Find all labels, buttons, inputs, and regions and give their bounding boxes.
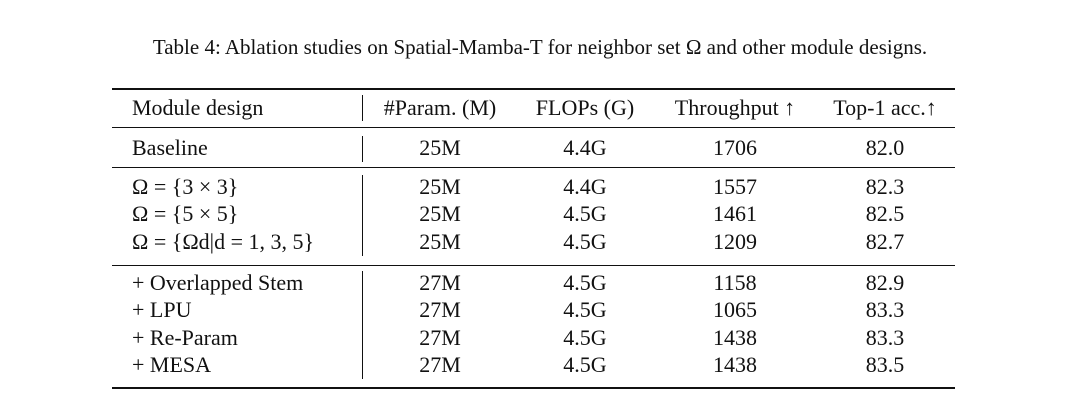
table-cell: 1209 — [713, 228, 757, 254]
table-cell: 4.5G — [563, 201, 607, 227]
table-cell: 25M — [419, 228, 461, 254]
rule-group — [112, 167, 955, 168]
table-cell: 82.3 — [865, 174, 905, 199]
table-cell: 82.5 — [865, 201, 905, 227]
table-cell: 1706 — [713, 135, 757, 160]
table-cell: 4.5G — [563, 228, 607, 254]
column-separator — [362, 136, 363, 162]
caption: Table 4: Ablation studies on Spatial-Mam… — [152, 35, 928, 59]
table-cell: 4.4G — [563, 174, 607, 199]
table-cell: 4.5G — [563, 324, 607, 350]
table-cell: 4.5G — [563, 297, 607, 323]
header-cell: Top-1 acc.↑ — [833, 95, 937, 120]
column-separator — [362, 271, 363, 379]
table-cell: 27M — [419, 351, 461, 377]
table-cell: 1158 — [713, 270, 757, 295]
table-cell: 1557 — [713, 174, 757, 199]
row-label: + MESA — [132, 351, 212, 377]
header-cell: FLOPs (G) — [535, 95, 635, 120]
table-cell: 4.5G — [563, 351, 607, 377]
row-label: + Overlapped Stem — [132, 270, 304, 295]
table-cell: 25M — [419, 201, 461, 227]
rule-top — [112, 88, 955, 90]
row-label: + LPU — [132, 297, 192, 323]
table-cell: 1065 — [713, 297, 757, 323]
table-cell: 1438 — [713, 351, 757, 377]
table-cell: 27M — [419, 297, 461, 323]
table-cell: 83.3 — [865, 324, 905, 350]
row-label: Ω = {3 × 3} — [132, 174, 239, 199]
table-cell: 1438 — [713, 324, 757, 350]
rule-group — [112, 265, 955, 266]
header-cell: Throughput ↑ — [674, 95, 796, 120]
row-label: Ω = {Ωd|d = 1, 3, 5} — [132, 228, 315, 254]
table-cell: 83.3 — [865, 297, 905, 323]
table-cell: 82.0 — [865, 135, 905, 160]
table-cell: 25M — [419, 174, 461, 199]
table-cell: 25M — [419, 135, 461, 160]
table-cell: 4.5G — [563, 270, 607, 295]
row-label: Ω = {5 × 5} — [132, 201, 239, 227]
table-cell: 1461 — [713, 201, 757, 227]
row-label: + Re-Param — [132, 324, 238, 350]
table-cell: 83.5 — [865, 351, 905, 377]
table-cell: 27M — [419, 324, 461, 350]
rule-header — [112, 127, 955, 128]
table-cell: 82.7 — [865, 228, 905, 254]
table-cell: 4.4G — [563, 135, 607, 160]
row-label: Baseline — [132, 135, 208, 160]
table-cell: 27M — [419, 270, 461, 295]
column-separator — [362, 175, 363, 256]
header-cell: Module design — [132, 95, 264, 120]
header-cell: #Param. (M) — [383, 95, 497, 120]
table-cell: 82.9 — [865, 270, 905, 295]
column-separator — [362, 95, 363, 121]
rule-bottom — [112, 387, 955, 389]
